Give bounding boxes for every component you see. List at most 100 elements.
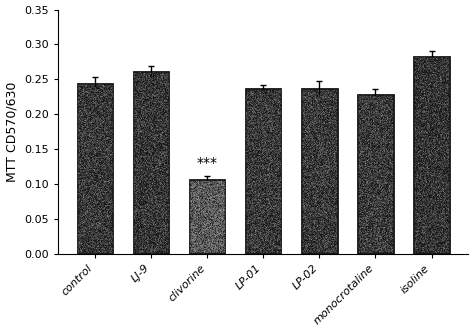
Point: [83, 246, 91, 251]
Point: [355, 239, 362, 245]
Point: [215, 215, 223, 220]
Point: [316, 156, 323, 161]
Point: [263, 124, 271, 129]
Point: [200, 244, 208, 249]
Point: [190, 184, 197, 189]
Point: [317, 137, 325, 142]
Point: [208, 233, 216, 238]
Point: [309, 238, 316, 243]
Point: [426, 79, 434, 84]
Point: [383, 150, 391, 156]
Point: [158, 97, 166, 102]
Point: [261, 139, 269, 145]
Point: [154, 208, 161, 213]
Point: [445, 213, 452, 218]
Point: [383, 222, 390, 227]
Point: [259, 113, 266, 118]
Point: [248, 90, 256, 95]
Point: [271, 234, 278, 240]
Point: [205, 191, 213, 196]
Point: [414, 103, 422, 109]
Point: [252, 222, 260, 227]
Point: [190, 192, 198, 197]
Point: [242, 210, 250, 215]
Point: [424, 85, 432, 90]
Point: [414, 191, 422, 196]
Point: [438, 72, 446, 77]
Point: [133, 176, 140, 181]
Point: [270, 113, 278, 119]
Point: [191, 205, 199, 210]
Point: [85, 157, 92, 162]
Point: [148, 228, 156, 234]
Point: [442, 132, 450, 138]
Point: [92, 182, 100, 187]
Point: [427, 101, 434, 106]
Point: [77, 91, 85, 97]
Point: [158, 212, 166, 218]
Point: [440, 229, 448, 234]
Point: [245, 92, 252, 97]
Point: [255, 211, 263, 217]
Point: [427, 148, 435, 153]
Point: [260, 112, 268, 117]
Point: [90, 87, 98, 93]
Point: [318, 148, 325, 153]
Point: [308, 181, 315, 186]
Point: [361, 235, 368, 240]
Point: [211, 248, 219, 254]
Point: [429, 79, 437, 84]
Point: [363, 209, 370, 215]
Point: [130, 213, 138, 219]
Point: [192, 183, 200, 188]
Point: [270, 166, 278, 171]
Point: [273, 129, 281, 134]
Point: [328, 162, 335, 167]
Point: [302, 189, 310, 194]
Point: [89, 85, 96, 90]
Point: [431, 119, 438, 124]
Point: [356, 133, 364, 138]
Point: [133, 177, 140, 182]
Point: [196, 184, 203, 190]
Point: [322, 92, 329, 97]
Point: [158, 130, 165, 135]
Point: [366, 139, 374, 145]
Point: [329, 145, 337, 150]
Point: [303, 243, 311, 248]
Point: [90, 101, 97, 106]
Point: [301, 207, 309, 212]
Point: [302, 246, 310, 252]
Point: [144, 129, 152, 134]
Point: [363, 213, 371, 218]
Point: [313, 135, 321, 140]
Point: [439, 166, 447, 171]
Point: [419, 162, 426, 167]
Point: [299, 180, 306, 185]
Point: [327, 139, 335, 144]
Point: [437, 71, 445, 76]
Point: [381, 102, 389, 107]
Point: [268, 163, 275, 168]
Point: [246, 226, 253, 231]
Point: [319, 121, 327, 126]
Point: [200, 249, 207, 254]
Point: [274, 149, 282, 155]
Point: [256, 197, 264, 202]
Point: [219, 192, 227, 197]
Point: [245, 129, 253, 134]
Point: [307, 207, 315, 212]
Point: [415, 172, 422, 178]
Point: [89, 135, 96, 140]
Point: [263, 205, 271, 210]
Point: [86, 132, 94, 137]
Point: [306, 123, 314, 128]
Point: [321, 138, 328, 143]
Point: [187, 231, 194, 236]
Point: [208, 200, 215, 205]
Point: [431, 174, 438, 179]
Point: [187, 249, 194, 254]
Point: [417, 165, 425, 170]
Point: [154, 131, 161, 137]
Point: [422, 129, 430, 135]
